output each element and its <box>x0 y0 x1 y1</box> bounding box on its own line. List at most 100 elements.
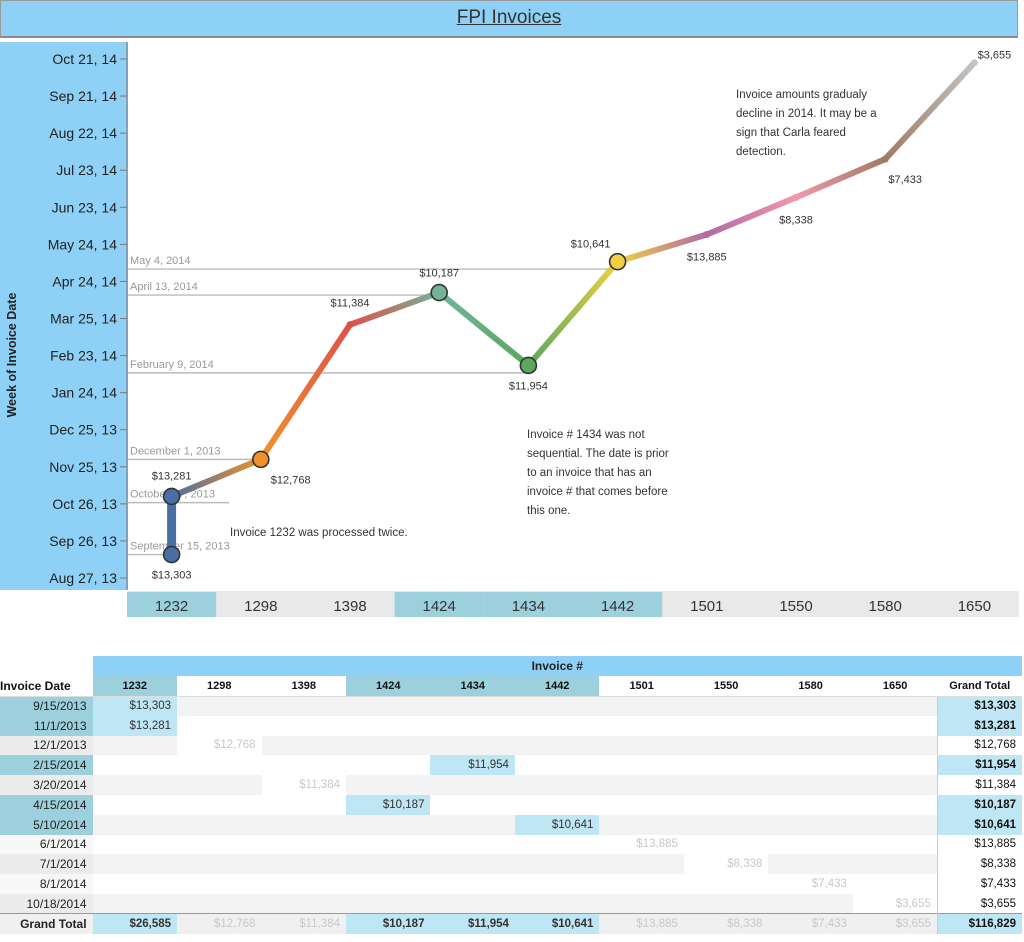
table-cell-empty <box>852 775 938 795</box>
row-grand-total: $11,954 <box>936 755 1022 776</box>
table-cell-empty <box>683 814 769 835</box>
page-title[interactable]: FPI Invoices <box>456 7 562 28</box>
table-row: 4/15/2014 $10,187 $10,187 <box>0 794 1022 815</box>
table-cell-empty <box>684 835 768 855</box>
table-cell-empty <box>768 716 852 736</box>
y-tick-label: Dec 25, 13 <box>49 422 117 438</box>
table-cell-empty <box>599 795 683 815</box>
series-segment <box>168 456 264 500</box>
x-tick-label: 1398 <box>333 598 366 615</box>
table-cell-empty <box>768 835 852 855</box>
table-cell-empty <box>345 696 431 716</box>
column-total: $26,585 <box>92 913 178 934</box>
series-segment <box>882 59 978 163</box>
row-grand-total: $13,303 <box>936 696 1022 716</box>
table-row: 9/15/2013 $13,303 $13,303 <box>0 696 1022 716</box>
data-point <box>251 450 270 469</box>
column-group-header: Invoice # <box>92 656 1022 676</box>
column-total: $11,954 <box>430 913 515 934</box>
table-cell-empty <box>92 854 178 875</box>
table-super-header: Invoice # <box>0 656 1022 676</box>
x-tick-label: 1650 <box>958 598 991 615</box>
y-tick-label: Aug 22, 14 <box>49 125 117 141</box>
table-cell-empty <box>92 775 178 795</box>
row-grand-total: $7,433 <box>936 874 1022 894</box>
data-point <box>970 59 978 67</box>
header-spacer <box>0 656 93 676</box>
x-category-highlight <box>127 592 217 617</box>
table-cell-empty <box>514 775 600 795</box>
y-tick-label: Feb 23, 14 <box>50 348 117 364</box>
row-header-label: Invoice Date <box>0 676 93 697</box>
table-cell-empty <box>430 854 515 875</box>
column-total: $13,885 <box>599 913 684 934</box>
table-cell-empty <box>262 755 346 775</box>
y-tick-label: Sep 21, 14 <box>49 88 117 104</box>
data-point <box>703 230 711 238</box>
table-cell-empty <box>430 874 514 894</box>
table-cell-empty <box>93 874 177 894</box>
table-cell: $11,384 <box>299 779 340 792</box>
row-date: 4/15/2014 <box>0 794 93 815</box>
data-point <box>519 356 538 375</box>
table-cell-empty <box>93 835 177 855</box>
column-header: 1550 <box>683 676 769 697</box>
table-cell-empty <box>683 775 769 795</box>
x-tick-label: 1580 <box>869 598 902 615</box>
table-row: 2/15/2014 $11,954 $11,954 <box>0 755 1022 776</box>
column-header: 1580 <box>768 676 853 697</box>
table-cell-empty <box>262 835 346 855</box>
row-grand-total: $10,641 <box>936 814 1022 835</box>
table-cell-empty <box>683 893 769 914</box>
column-header: 1501 <box>599 676 684 697</box>
column-total: $12,768 <box>177 913 262 934</box>
table-cell-empty <box>261 854 346 875</box>
table-cell-empty <box>768 814 853 835</box>
table-cell-empty <box>683 735 769 756</box>
table-cell-empty <box>430 893 515 914</box>
table-cell-empty <box>768 795 852 815</box>
row-date: 3/20/2014 <box>0 775 93 795</box>
x-category-highlight <box>573 592 663 617</box>
line-chart: Oct 21, 14 Sep 21, 14 Aug 22, 14 Jul 23, 14… <box>48 42 1011 617</box>
column-total: $8,338 <box>683 913 769 934</box>
y-tick-label: May 24, 14 <box>48 236 117 252</box>
x-tick-label: 1424 <box>423 598 456 615</box>
table-cell-empty <box>262 874 346 894</box>
table-cell: $13,281 <box>92 715 178 736</box>
table-cell-empty <box>430 775 515 795</box>
column-total: $3,655 <box>852 913 938 934</box>
table-cell-empty <box>853 795 937 815</box>
table-cell-empty <box>514 854 600 875</box>
column-total: $10,641 <box>514 913 600 934</box>
y-tick-label: Apr 24, 14 <box>52 273 117 289</box>
data-point <box>162 487 181 506</box>
table-row: 10/18/2014 $3,655 $3,655 <box>0 893 1022 914</box>
column-header: 1434 <box>430 676 515 697</box>
column-total: $11,384 <box>261 913 346 934</box>
table-row: 7/1/2014 $8,338 $8,338 <box>0 854 1022 875</box>
data-label: $10,187 <box>419 268 459 280</box>
table-row: 3/20/2014 $11,384 $11,384 <box>0 775 1022 795</box>
table-cell-empty <box>768 696 853 716</box>
table-cell-empty <box>768 755 852 775</box>
column-total: $7,433 <box>768 913 853 934</box>
table-cell-empty <box>177 835 261 855</box>
table-row: 8/1/2014 $7,433 $7,433 <box>0 874 1022 894</box>
table-cell-empty <box>93 795 177 815</box>
series-segment <box>347 289 443 328</box>
x-category-highlight <box>394 592 484 617</box>
column-total: $10,187 <box>345 913 431 934</box>
table-cell-empty <box>261 893 346 914</box>
column-header: 1442 <box>514 676 600 697</box>
table-cell-empty <box>514 893 600 914</box>
row-date: 10/18/2014 <box>0 893 93 914</box>
table-cell-empty <box>345 735 431 756</box>
table-cell-empty <box>430 735 515 756</box>
table-cell-empty <box>515 835 599 855</box>
table-cell-empty <box>514 735 600 756</box>
row-date: 8/1/2014 <box>0 874 93 894</box>
annotation-text: Invoice # 1434 was not sequential. The da… <box>527 429 669 517</box>
annotation-text: Invoice 1232 was processed twice. <box>230 527 408 539</box>
table-cell-empty <box>177 696 262 716</box>
